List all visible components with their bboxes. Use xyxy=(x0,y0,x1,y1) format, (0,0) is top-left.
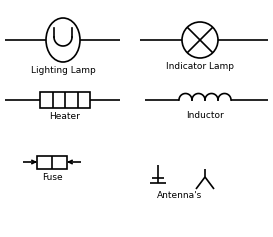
Text: Lighting Lamp: Lighting Lamp xyxy=(31,66,95,75)
Text: Inductor: Inductor xyxy=(186,110,224,119)
Text: Indicator Lamp: Indicator Lamp xyxy=(166,62,234,71)
Bar xyxy=(40,92,90,108)
Text: Fuse: Fuse xyxy=(42,173,62,182)
Text: Antenna's: Antenna's xyxy=(157,191,203,200)
Text: Heater: Heater xyxy=(50,112,81,121)
Bar xyxy=(37,155,67,169)
